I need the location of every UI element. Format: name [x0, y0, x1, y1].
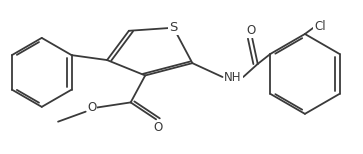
Text: S: S: [169, 21, 178, 34]
Text: O: O: [87, 101, 97, 114]
Text: Cl: Cl: [314, 20, 326, 33]
Text: NH: NH: [224, 71, 242, 83]
Text: O: O: [153, 121, 163, 134]
Text: O: O: [246, 24, 256, 37]
